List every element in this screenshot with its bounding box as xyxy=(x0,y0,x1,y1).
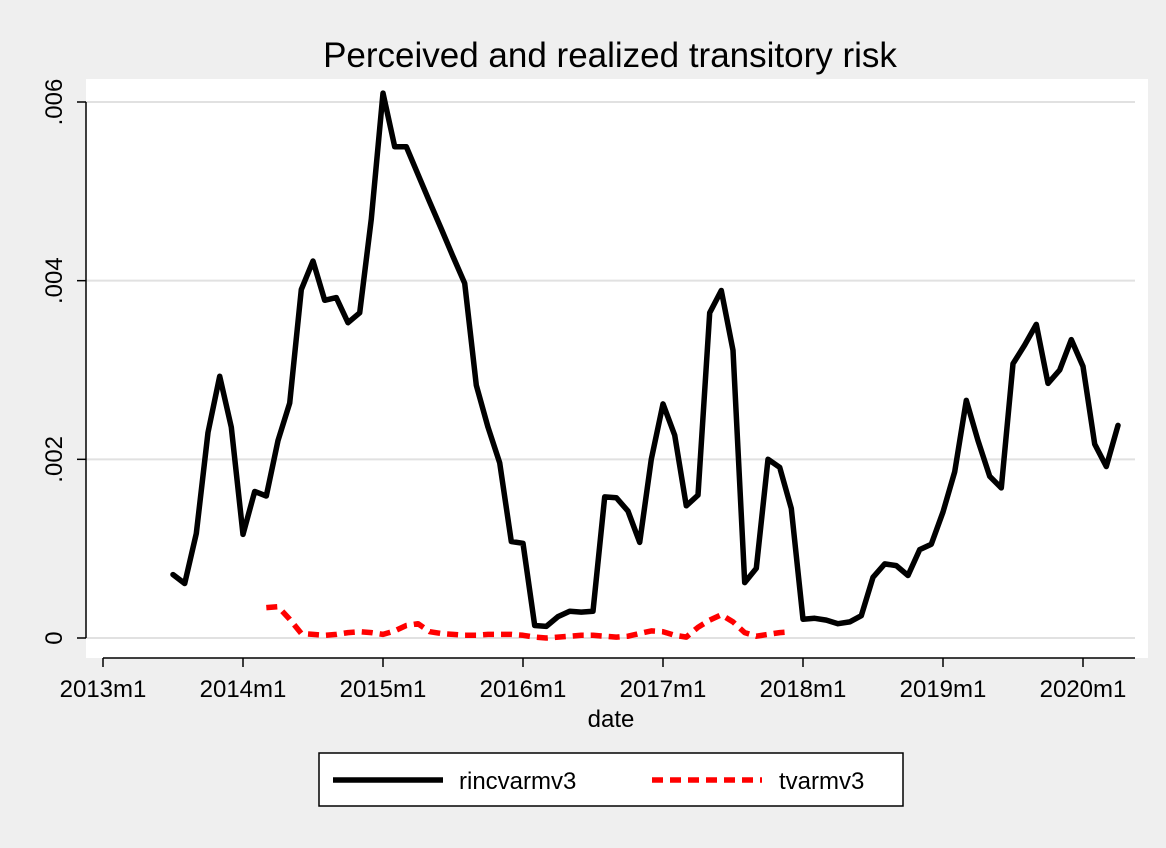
x-tick-label: 2019m1 xyxy=(900,676,987,703)
x-tick-label: 2013m1 xyxy=(60,676,147,703)
x-tick-label: 2014m1 xyxy=(200,676,287,703)
legend-label-rincvarmv3: rincvarmv3 xyxy=(459,768,576,795)
y-axis: 0 .002 .004 .006 xyxy=(41,79,87,645)
y-tick-label: .002 xyxy=(41,436,68,483)
series-layer xyxy=(170,90,1121,641)
x-axis-title: date xyxy=(588,706,635,733)
legend: rincvarmv3 tvarmv3 xyxy=(318,752,904,807)
y-tick-label: 0 xyxy=(41,631,68,644)
series-line-rincvarmv3 xyxy=(170,90,1121,630)
y-tick-label: .006 xyxy=(41,79,68,126)
gridlines xyxy=(86,101,1135,639)
legend-label-tvarmv3: tvarmv3 xyxy=(779,768,864,795)
x-axis: 2013m1 2014m1 2015m1 2016m1 2017m1 2018m1 2019… xyxy=(60,657,1135,703)
x-tick-label: 2016m1 xyxy=(480,676,567,703)
x-tick-label: 2015m1 xyxy=(340,676,427,703)
plot-region xyxy=(86,79,1148,658)
series-line-tvarmv3 xyxy=(266,603,792,641)
x-tick-label: 2017m1 xyxy=(620,676,707,703)
x-tick-label: 2020m1 xyxy=(1040,676,1127,703)
y-tick-label: .004 xyxy=(41,257,68,304)
x-tick-label: 2018m1 xyxy=(760,676,847,703)
chart-title: Perceived and realized transitory risk xyxy=(323,36,897,75)
